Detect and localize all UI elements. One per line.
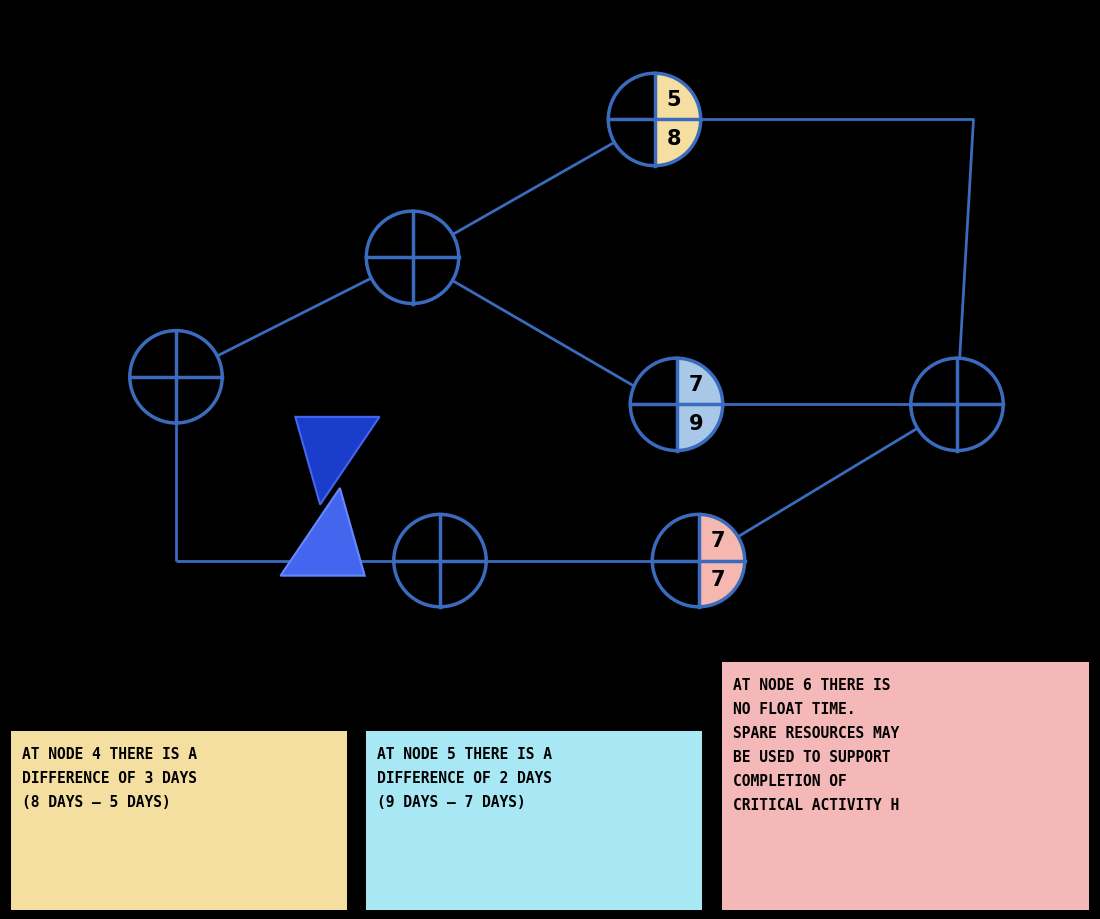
Text: 5: 5 bbox=[667, 90, 681, 110]
Wedge shape bbox=[654, 74, 701, 165]
Text: 7: 7 bbox=[689, 375, 703, 395]
Wedge shape bbox=[412, 211, 459, 303]
Polygon shape bbox=[295, 417, 380, 505]
Text: 9: 9 bbox=[689, 414, 703, 434]
Text: AT NODE 6 THERE IS
NO FLOAT TIME.
SPARE RESOURCES MAY
BE USED TO SUPPORT
COMPLET: AT NODE 6 THERE IS NO FLOAT TIME. SPARE … bbox=[733, 678, 899, 813]
Polygon shape bbox=[280, 488, 364, 575]
FancyBboxPatch shape bbox=[366, 731, 702, 910]
Wedge shape bbox=[698, 515, 745, 607]
Text: AT NODE 5 THERE IS A
DIFFERENCE OF 2 DAYS
(9 DAYS – 7 DAYS): AT NODE 5 THERE IS A DIFFERENCE OF 2 DAY… bbox=[377, 747, 552, 811]
Wedge shape bbox=[176, 331, 222, 423]
Wedge shape bbox=[652, 515, 698, 607]
Text: 8: 8 bbox=[667, 129, 681, 149]
Wedge shape bbox=[608, 74, 654, 165]
Wedge shape bbox=[957, 358, 1003, 450]
Text: AT NODE 4 THERE IS A
DIFFERENCE OF 3 DAYS
(8 DAYS – 5 DAYS): AT NODE 4 THERE IS A DIFFERENCE OF 3 DAY… bbox=[22, 747, 197, 811]
Wedge shape bbox=[676, 358, 723, 450]
FancyBboxPatch shape bbox=[722, 662, 1089, 910]
Wedge shape bbox=[911, 358, 957, 450]
Wedge shape bbox=[630, 358, 676, 450]
Wedge shape bbox=[440, 515, 486, 607]
Wedge shape bbox=[394, 515, 440, 607]
Text: 7: 7 bbox=[711, 570, 725, 590]
Wedge shape bbox=[130, 331, 176, 423]
Text: 7: 7 bbox=[711, 531, 725, 551]
FancyBboxPatch shape bbox=[11, 731, 346, 910]
Wedge shape bbox=[366, 211, 412, 303]
